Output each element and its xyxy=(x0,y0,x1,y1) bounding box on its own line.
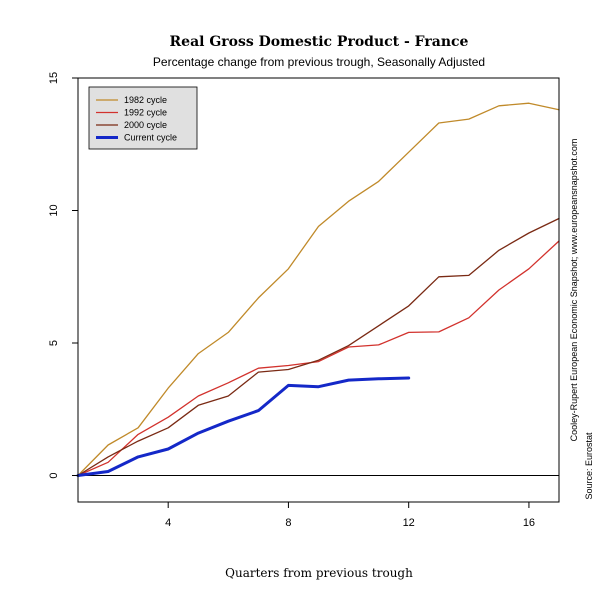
series-line-1982-cycle xyxy=(77,102,560,477)
series-line-current-cycle xyxy=(76,376,411,477)
credit-text: Cooley-Rupert European Economic Snapshot… xyxy=(569,139,579,442)
series-line-1992-cycle xyxy=(77,240,560,477)
y-tick-label: 0 xyxy=(48,472,60,478)
y-tick-label: 5 xyxy=(48,340,60,346)
plot-frame xyxy=(77,77,560,503)
x-tick-label: 16 xyxy=(523,517,535,529)
series-group xyxy=(76,102,560,477)
chart-title: Real Gross Domestic Product - France xyxy=(170,34,469,50)
x-axis: 4 8 12 16 xyxy=(165,502,535,529)
chart-subtitle: Percentage change from previous trough, … xyxy=(153,55,485,69)
legend-label: 2000 cycle xyxy=(124,120,167,130)
x-tick-label: 8 xyxy=(285,517,291,529)
legend-label: 1992 cycle xyxy=(124,108,167,118)
series-line-2000-cycle xyxy=(77,217,560,477)
y-axis: 0 5 10 15 xyxy=(48,72,78,479)
legend: 1982 cycle 1992 cycle 2000 cycle Current cy… xyxy=(88,86,198,150)
legend-label: Current cycle xyxy=(124,133,177,143)
x-axis-label: Quarters from previous trough xyxy=(225,566,413,580)
source-text: Source: Eurostat xyxy=(584,432,594,500)
x-tick-label: 4 xyxy=(165,517,171,529)
y-tick-label: 15 xyxy=(48,72,60,84)
legend-label: 1982 cycle xyxy=(124,95,167,105)
x-tick-label: 12 xyxy=(403,517,415,529)
y-tick-label: 10 xyxy=(48,204,60,216)
